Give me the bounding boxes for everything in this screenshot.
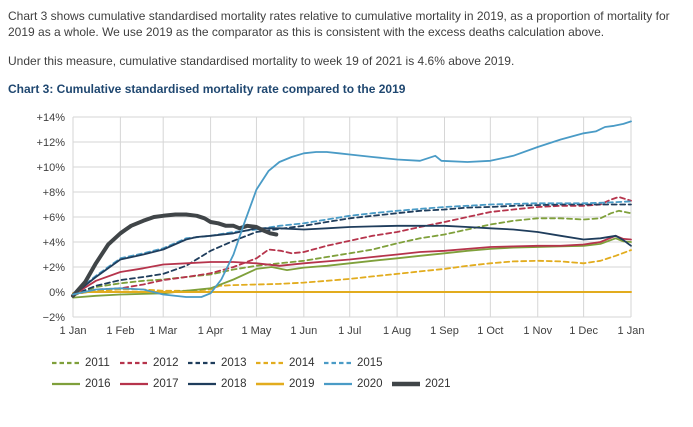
legend-swatch-2016 <box>52 382 80 385</box>
x-tick-label: 1 Nov <box>523 325 552 337</box>
series-line-2021 <box>71 212 279 298</box>
y-tick-label: +14% <box>37 112 66 124</box>
legend-label-2015: 2015 <box>357 356 383 369</box>
chart-title: Chart 3: Cumulative standardised mortali… <box>8 82 406 96</box>
legend-swatch-2021 <box>392 381 420 386</box>
legend-label-2014: 2014 <box>289 356 315 369</box>
legend-swatch-2020 <box>324 382 352 385</box>
x-tick-label: 1 Jan <box>60 325 87 337</box>
series-line-2013 <box>72 203 632 297</box>
chart-legend: 2011 2012 2013 2014 2015 2016 2017 2018 2019 2020… <box>51 352 683 394</box>
legend-item-2014: 2014 <box>255 357 323 369</box>
y-tick-label: +8% <box>43 187 66 199</box>
series-line-2015 <box>72 200 632 296</box>
legend-item-2021: 2021 <box>391 378 471 390</box>
legend-label-2013: 2013 <box>221 356 247 369</box>
legend-swatch-2012 <box>120 361 148 364</box>
legend-swatch-2018 <box>188 382 216 385</box>
x-tick-label: 1 Jul <box>338 325 361 337</box>
legend-swatch-2017 <box>120 382 148 385</box>
x-tick-label: 1 Oct <box>477 325 503 337</box>
y-tick-label: +12% <box>37 137 66 149</box>
legend-item-2013: 2013 <box>187 357 255 369</box>
legend-label-2017: 2017 <box>153 377 179 390</box>
mortality-line-chart: +14%+12%+10%+8%+6%+4%+2%0%−2%1 Jan 1 Feb 1… <box>37 112 645 337</box>
legend-label-2020: 2020 <box>357 377 383 390</box>
legend-swatch-2015 <box>324 361 352 364</box>
series-line-2020 <box>72 120 632 298</box>
legend-swatch-2019 <box>256 382 284 385</box>
legend-label-2018: 2018 <box>221 377 247 390</box>
y-tick-label: −2% <box>43 312 66 324</box>
legend-swatch-2013 <box>188 361 216 364</box>
legend-item-2020: 2020 <box>323 378 391 390</box>
x-tick-label: 1 Dec <box>569 325 598 337</box>
x-tick-label: 1 May <box>241 325 271 337</box>
legend-label-2019: 2019 <box>289 377 315 390</box>
legend-row: 2011 2012 2013 2014 2015 <box>51 352 683 373</box>
x-tick-label: 1 Apr <box>198 325 224 337</box>
series-line-2014 <box>72 249 632 296</box>
legend-label-2011: 2011 <box>85 356 110 369</box>
series-line-2018 <box>72 224 632 297</box>
intro-paragraph: Chart 3 shows cumulative standardised mo… <box>8 9 670 39</box>
series-line-2011 <box>72 209 632 297</box>
y-tick-label: +10% <box>37 162 66 174</box>
chart-area: +14% +12% +10% +8% +6% +4% +2% 0% −2% 1 Jan 1 Feb 1… <box>8 99 683 350</box>
legend-label-2016: 2016 <box>85 377 111 390</box>
y-tick-label: 0% <box>49 287 65 299</box>
legend-item-2018: 2018 <box>187 378 255 390</box>
legend-item-2011: 2011 <box>51 357 119 369</box>
legend-item-2012: 2012 <box>119 357 187 369</box>
measure-paragraph: Under this measure, cumulative standardi… <box>8 54 515 68</box>
y-tick-label: +2% <box>43 262 66 274</box>
x-tick-label: 1 Feb <box>106 325 134 337</box>
legend-item-2016: 2016 <box>51 378 119 390</box>
x-tick-label: 1 Jun <box>290 325 317 337</box>
legend-label-2021: 2021 <box>425 377 451 390</box>
report-page: Chart 3 shows cumulative standardised mo… <box>8 9 683 394</box>
y-tick-label: +4% <box>43 237 66 249</box>
legend-row: 2016 2017 2018 2019 2020 2021 <box>51 373 683 394</box>
x-tick-label: 1 Sep <box>430 325 459 337</box>
x-tick-label: 1 Jan <box>618 325 645 337</box>
legend-item-2015: 2015 <box>323 357 391 369</box>
legend-label-2012: 2012 <box>153 356 179 369</box>
series-line-2016 <box>72 237 632 299</box>
series-line-2017 <box>72 234 632 297</box>
x-tick-label: 1 Aug <box>383 325 411 337</box>
legend-swatch-2014 <box>256 361 284 364</box>
y-tick-label: +6% <box>43 212 66 224</box>
legend-item-2019: 2019 <box>255 378 323 390</box>
legend-item-2017: 2017 <box>119 378 187 390</box>
series-line-2012 <box>72 196 632 297</box>
x-tick-label: 1 Mar <box>149 325 177 337</box>
legend-swatch-2011 <box>52 361 80 364</box>
